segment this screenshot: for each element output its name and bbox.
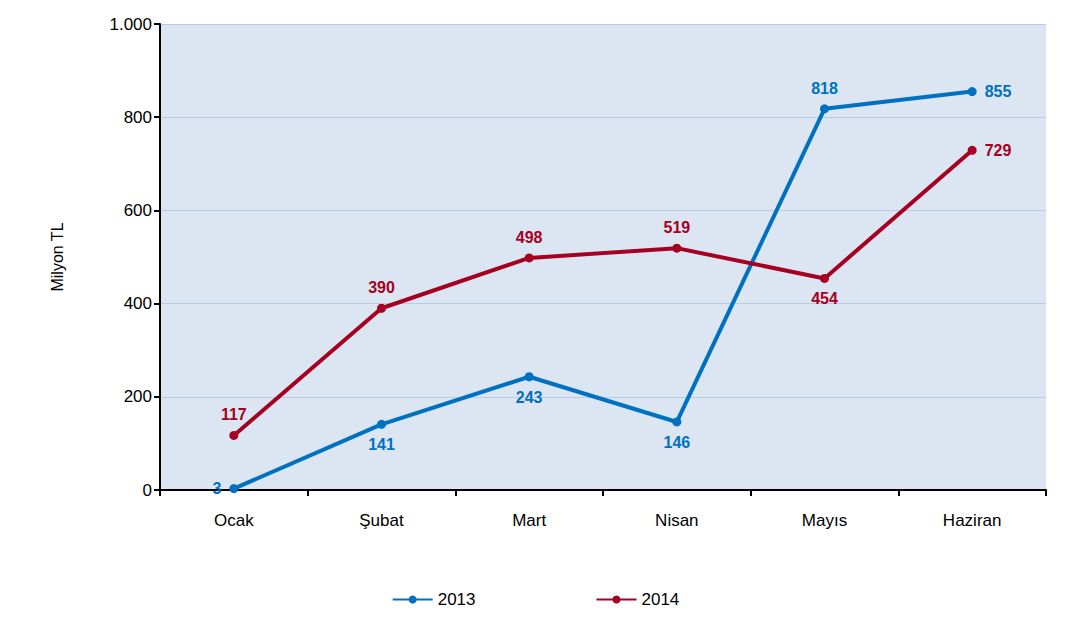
svg-text:Nisan: Nisan [655,511,698,530]
svg-text:117: 117 [221,406,247,423]
svg-text:Mayıs: Mayıs [802,511,847,530]
svg-text:Şubat: Şubat [359,511,404,530]
svg-text:454: 454 [811,290,838,307]
svg-text:Mart: Mart [512,511,546,530]
svg-text:818: 818 [811,80,838,97]
svg-text:1.000: 1.000 [109,15,152,34]
svg-text:729: 729 [985,142,1012,159]
svg-text:3: 3 [212,480,221,497]
svg-text:600: 600 [124,201,152,220]
svg-text:141: 141 [368,436,395,453]
svg-text:519: 519 [663,219,690,236]
svg-text:800: 800 [124,108,152,127]
svg-text:2013: 2013 [438,590,476,609]
svg-text:243: 243 [516,389,543,406]
svg-text:Ocak: Ocak [214,511,254,530]
svg-text:400: 400 [124,294,152,313]
svg-text:2014: 2014 [642,590,680,609]
svg-text:498: 498 [516,229,543,246]
svg-text:Milyon TL: Milyon TL [49,222,66,291]
svg-text:390: 390 [368,279,395,296]
svg-text:Haziran: Haziran [943,511,1002,530]
svg-text:146: 146 [663,434,690,451]
svg-text:855: 855 [985,83,1012,100]
svg-text:0: 0 [143,481,152,500]
svg-text:200: 200 [124,387,152,406]
